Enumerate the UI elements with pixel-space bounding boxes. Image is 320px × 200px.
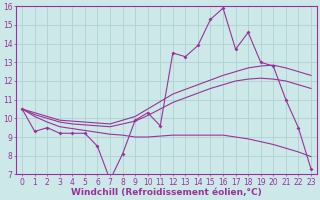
X-axis label: Windchill (Refroidissement éolien,°C): Windchill (Refroidissement éolien,°C) bbox=[71, 188, 262, 197]
